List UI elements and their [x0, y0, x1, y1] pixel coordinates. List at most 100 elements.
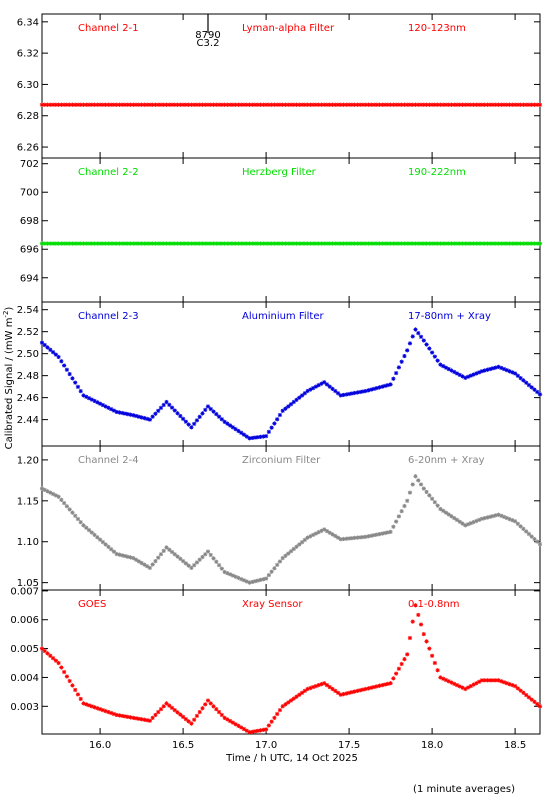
panel-band-label: 17-80nm + Xray	[408, 311, 491, 322]
data-point	[73, 513, 78, 518]
data-series	[39, 327, 543, 441]
data-point	[153, 558, 158, 564]
data-point	[377, 102, 382, 107]
data-point	[239, 102, 244, 107]
data-point	[272, 566, 277, 571]
data-point	[524, 529, 529, 534]
data-point	[192, 717, 197, 722]
data-point	[427, 646, 432, 651]
data-point	[269, 241, 274, 246]
data-point	[194, 418, 200, 423]
data-point	[261, 102, 266, 107]
data-point	[319, 528, 324, 533]
data-point	[120, 410, 125, 416]
data-point	[424, 102, 429, 107]
data-point	[150, 241, 155, 246]
data-point	[471, 519, 476, 525]
data-point	[250, 435, 255, 441]
data-point	[45, 345, 50, 350]
data-point	[349, 690, 354, 695]
data-point	[255, 728, 260, 733]
data-point	[150, 715, 155, 720]
panel-channel-label: Channel 2-3	[78, 311, 139, 322]
data-point	[457, 684, 462, 689]
data-point	[463, 102, 468, 107]
data-point	[266, 102, 271, 107]
data-point	[203, 702, 208, 707]
data-point	[518, 688, 523, 693]
data-point	[53, 352, 58, 357]
data-point	[275, 102, 280, 107]
data-point	[363, 686, 368, 692]
data-point	[192, 421, 197, 426]
data-point	[247, 730, 252, 735]
data-point	[443, 510, 449, 515]
data-point	[299, 241, 305, 246]
data-point	[100, 708, 105, 713]
data-point	[513, 683, 518, 689]
data-point	[288, 549, 294, 554]
data-point	[241, 102, 247, 107]
data-point	[59, 359, 64, 364]
data-point	[142, 416, 147, 421]
data-point	[407, 241, 413, 246]
data-point	[308, 387, 313, 392]
y-tick-label: 6.26	[17, 143, 39, 154]
y-tick-label: 2.52	[17, 327, 39, 338]
data-point	[111, 408, 117, 413]
data-point	[435, 102, 440, 107]
data-point	[175, 554, 180, 559]
data-point	[482, 516, 487, 521]
data-point	[236, 575, 241, 581]
data-point	[233, 722, 238, 727]
data-point	[81, 241, 86, 246]
panel-filter-label: Herzberg Filter	[242, 167, 317, 178]
data-point	[335, 690, 341, 695]
data-point	[518, 102, 523, 107]
panel-band-label: 0.1-0.8nm	[408, 599, 460, 610]
data-point	[382, 241, 388, 246]
data-point	[67, 241, 72, 246]
y-tick-label: 2.50	[17, 349, 39, 360]
data-point	[441, 102, 446, 107]
data-point	[158, 552, 164, 557]
data-point	[501, 366, 507, 372]
y-tick-label: 702	[20, 159, 39, 170]
data-point	[189, 102, 194, 107]
data-point	[169, 241, 175, 246]
data-point	[347, 690, 352, 695]
data-point	[427, 241, 432, 246]
data-point	[407, 341, 413, 346]
data-point	[418, 334, 424, 339]
data-point	[513, 241, 518, 246]
data-point	[78, 520, 83, 525]
data-point	[529, 385, 534, 390]
data-point	[338, 241, 343, 246]
panel-band-label: 120-123nm	[408, 23, 466, 34]
data-point	[236, 428, 241, 434]
data-point	[39, 102, 45, 107]
data-point	[471, 102, 476, 107]
data-point	[322, 527, 327, 532]
data-point	[280, 408, 285, 413]
data-point	[230, 720, 235, 725]
data-point	[391, 376, 396, 381]
data-point	[266, 723, 271, 728]
data-point	[169, 549, 175, 555]
data-point	[347, 241, 352, 246]
data-point	[228, 572, 233, 577]
data-point	[297, 241, 302, 246]
data-point	[477, 370, 482, 375]
data-point	[513, 371, 518, 376]
data-point	[42, 648, 47, 654]
data-point	[366, 241, 371, 246]
data-point	[427, 102, 432, 107]
data-point	[261, 241, 266, 246]
data-point	[424, 489, 429, 495]
data-point	[205, 102, 211, 107]
data-point	[338, 102, 343, 107]
data-point	[363, 534, 368, 539]
data-point	[272, 241, 277, 246]
data-point	[347, 102, 352, 107]
data-point	[482, 102, 487, 107]
